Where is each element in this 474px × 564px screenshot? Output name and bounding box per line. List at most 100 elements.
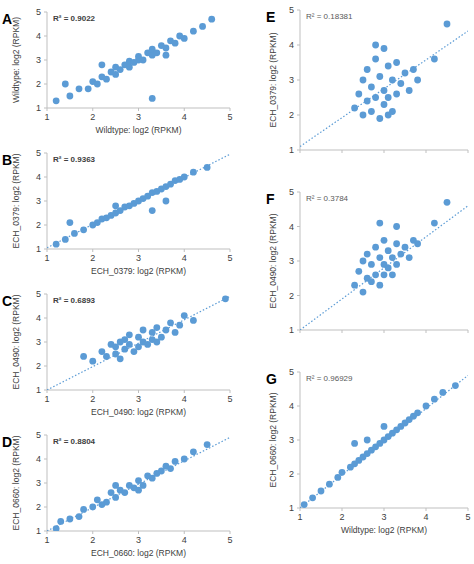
point (163, 198, 170, 205)
x-tick (342, 330, 343, 333)
x-tick (184, 249, 185, 252)
point (153, 49, 160, 56)
point (414, 77, 421, 84)
x-tick (138, 249, 139, 252)
point (80, 353, 87, 360)
y-tick-label: 2 (36, 361, 41, 371)
x-tick (138, 108, 139, 111)
panel: 12345FECH_0490: log2 (RPKM)R² = 0.3784 (266, 187, 468, 335)
point (385, 63, 392, 70)
y-tick-label: 3 (36, 55, 41, 65)
point (376, 220, 383, 227)
panel-letter: G (266, 371, 277, 387)
x-tick-label: 2 (90, 112, 95, 122)
point (389, 271, 396, 278)
point (393, 261, 400, 268)
x-tick-label: 3 (136, 253, 141, 263)
point (372, 42, 379, 49)
x-tick-label: 3 (136, 112, 141, 122)
point (181, 35, 188, 42)
point (372, 244, 379, 251)
trend-line (300, 206, 468, 330)
y-tick (44, 459, 47, 460)
point (172, 458, 179, 465)
y-tick-label: 4 (289, 401, 294, 411)
x-tick (92, 249, 93, 252)
y-tick (44, 366, 47, 367)
y-tick-label: 1 (289, 145, 294, 155)
point (94, 81, 101, 88)
y-tick-label: 2 (36, 220, 41, 230)
x-tick-label: 4 (182, 535, 187, 545)
panel: 1234512345CECH_0490: log2 (RPKM)ECH_0490… (2, 289, 233, 417)
point (153, 324, 160, 331)
r-squared: R² = 0.9022 (53, 14, 96, 23)
y-axis-label: ECH_0660: log2 (RPKM) (268, 392, 278, 487)
y-tick (44, 153, 47, 154)
point (423, 403, 430, 410)
y-tick (44, 318, 47, 319)
point (153, 339, 160, 346)
y-tick-label: 5 (36, 7, 41, 17)
y-tick (297, 45, 300, 46)
x-tick-label: 2 (90, 253, 95, 263)
y-tick (44, 294, 47, 295)
x-tick-label: 4 (182, 394, 187, 404)
y-tick-label: 5 (289, 5, 294, 15)
x-tick-label: 5 (465, 512, 470, 522)
panel: 1234512345BECH_0379: log2 (RPKM)ECH_0379… (2, 148, 233, 276)
y-axis-label: ECH_0379: log2 (RPKM) (268, 32, 278, 127)
y-tick (297, 372, 300, 373)
point (393, 59, 400, 66)
y-axis-label: Wildtype: log2 (RPKM) (11, 17, 21, 103)
point (103, 76, 110, 83)
x-tick-label: 5 (227, 112, 232, 122)
x-tick-label: 4 (423, 512, 428, 522)
point (140, 57, 147, 64)
y-tick (44, 225, 47, 226)
y-tick-label: 3 (289, 256, 294, 266)
point (376, 254, 383, 261)
point (431, 220, 438, 227)
y-tick-label: 1 (289, 503, 294, 513)
plot-area (47, 295, 230, 390)
y-tick-label: 4 (36, 454, 41, 464)
x-tick-label: 1 (44, 394, 49, 404)
panel: 1234512345AWildtype: log2 (RPKM)Wildtype… (2, 7, 233, 135)
x-tick (426, 508, 427, 511)
point (80, 506, 87, 513)
y-tick (297, 80, 300, 81)
point (117, 339, 124, 346)
y-tick-label: 4 (36, 31, 41, 41)
point (351, 440, 358, 447)
point (117, 355, 124, 362)
x-tick-label: 1 (44, 112, 49, 122)
x-tick (342, 508, 343, 511)
x-tick-label: 3 (381, 512, 386, 522)
y-tick (297, 10, 300, 11)
point (368, 84, 375, 91)
point (364, 437, 371, 444)
point (76, 85, 83, 92)
point (204, 441, 211, 448)
y-tick-label: 3 (36, 196, 41, 206)
point (126, 331, 133, 338)
x-tick-label: 2 (339, 512, 344, 522)
x-tick (230, 249, 231, 252)
panel-letter: F (266, 191, 275, 207)
point (199, 23, 206, 30)
point (66, 93, 73, 100)
x-tick (384, 150, 385, 153)
plot-area (47, 154, 230, 248)
point (360, 77, 367, 84)
y-tick (297, 508, 300, 509)
y-tick (297, 440, 300, 441)
point (381, 423, 388, 430)
x-tick (92, 390, 93, 393)
point (381, 271, 388, 278)
y-tick-label: 2 (36, 79, 41, 89)
x-tick (92, 531, 93, 534)
x-tick (342, 150, 343, 153)
y-tick-label: 3 (289, 75, 294, 85)
x-tick-label: 3 (136, 535, 141, 545)
